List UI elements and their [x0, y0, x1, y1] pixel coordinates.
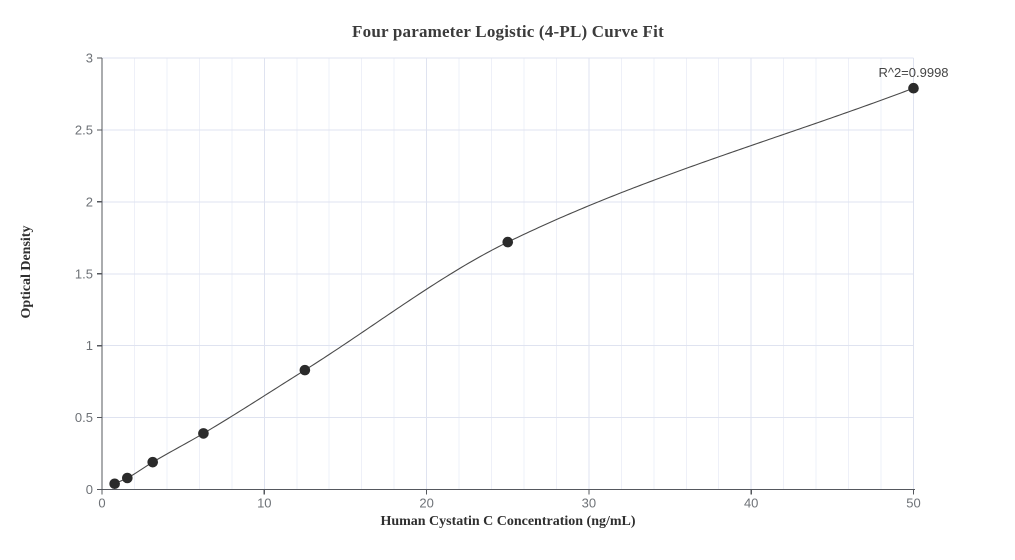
y-tick-label: 0 [86, 482, 93, 497]
x-axis-title: Human Cystatin C Concentration (ng/mL) [380, 514, 636, 529]
fit-curve [114, 87, 914, 485]
data-point [299, 364, 311, 376]
y-tick-label: 1.5 [75, 266, 93, 281]
fit-curve-line [114, 87, 914, 485]
major-gridlines [102, 57, 914, 490]
data-points [109, 82, 919, 490]
y-axis-title: Optical Density [19, 225, 34, 319]
tick-labels: 0 10 20 30 40 50 0 0.5 1 1.5 2 2.5 3 [75, 51, 921, 511]
x-tick-label: 30 [582, 496, 596, 511]
r-squared-annotation: R^2=0.9998 [878, 65, 949, 81]
y-tick-label: 2 [86, 194, 93, 209]
data-point [908, 82, 919, 94]
y-tick-label: 3 [86, 51, 93, 66]
x-tick-label: 50 [906, 496, 920, 511]
y-tick-label: 2.5 [75, 122, 93, 137]
x-tick-label: 10 [257, 496, 271, 511]
data-point [198, 428, 209, 439]
y-tick-label: 0.5 [75, 410, 93, 425]
x-tick-label: 20 [419, 496, 433, 511]
data-point [122, 472, 133, 484]
data-point [109, 478, 120, 490]
tick-marks [97, 57, 915, 495]
x-tick-label: 0 [98, 496, 105, 511]
data-point [147, 456, 159, 468]
x-tick-label: 40 [744, 496, 758, 511]
chart-title: Four parameter Logistic (4-PL) Curve Fit [352, 22, 664, 41]
y-tick-label: 1 [86, 338, 93, 353]
data-point [502, 236, 514, 248]
